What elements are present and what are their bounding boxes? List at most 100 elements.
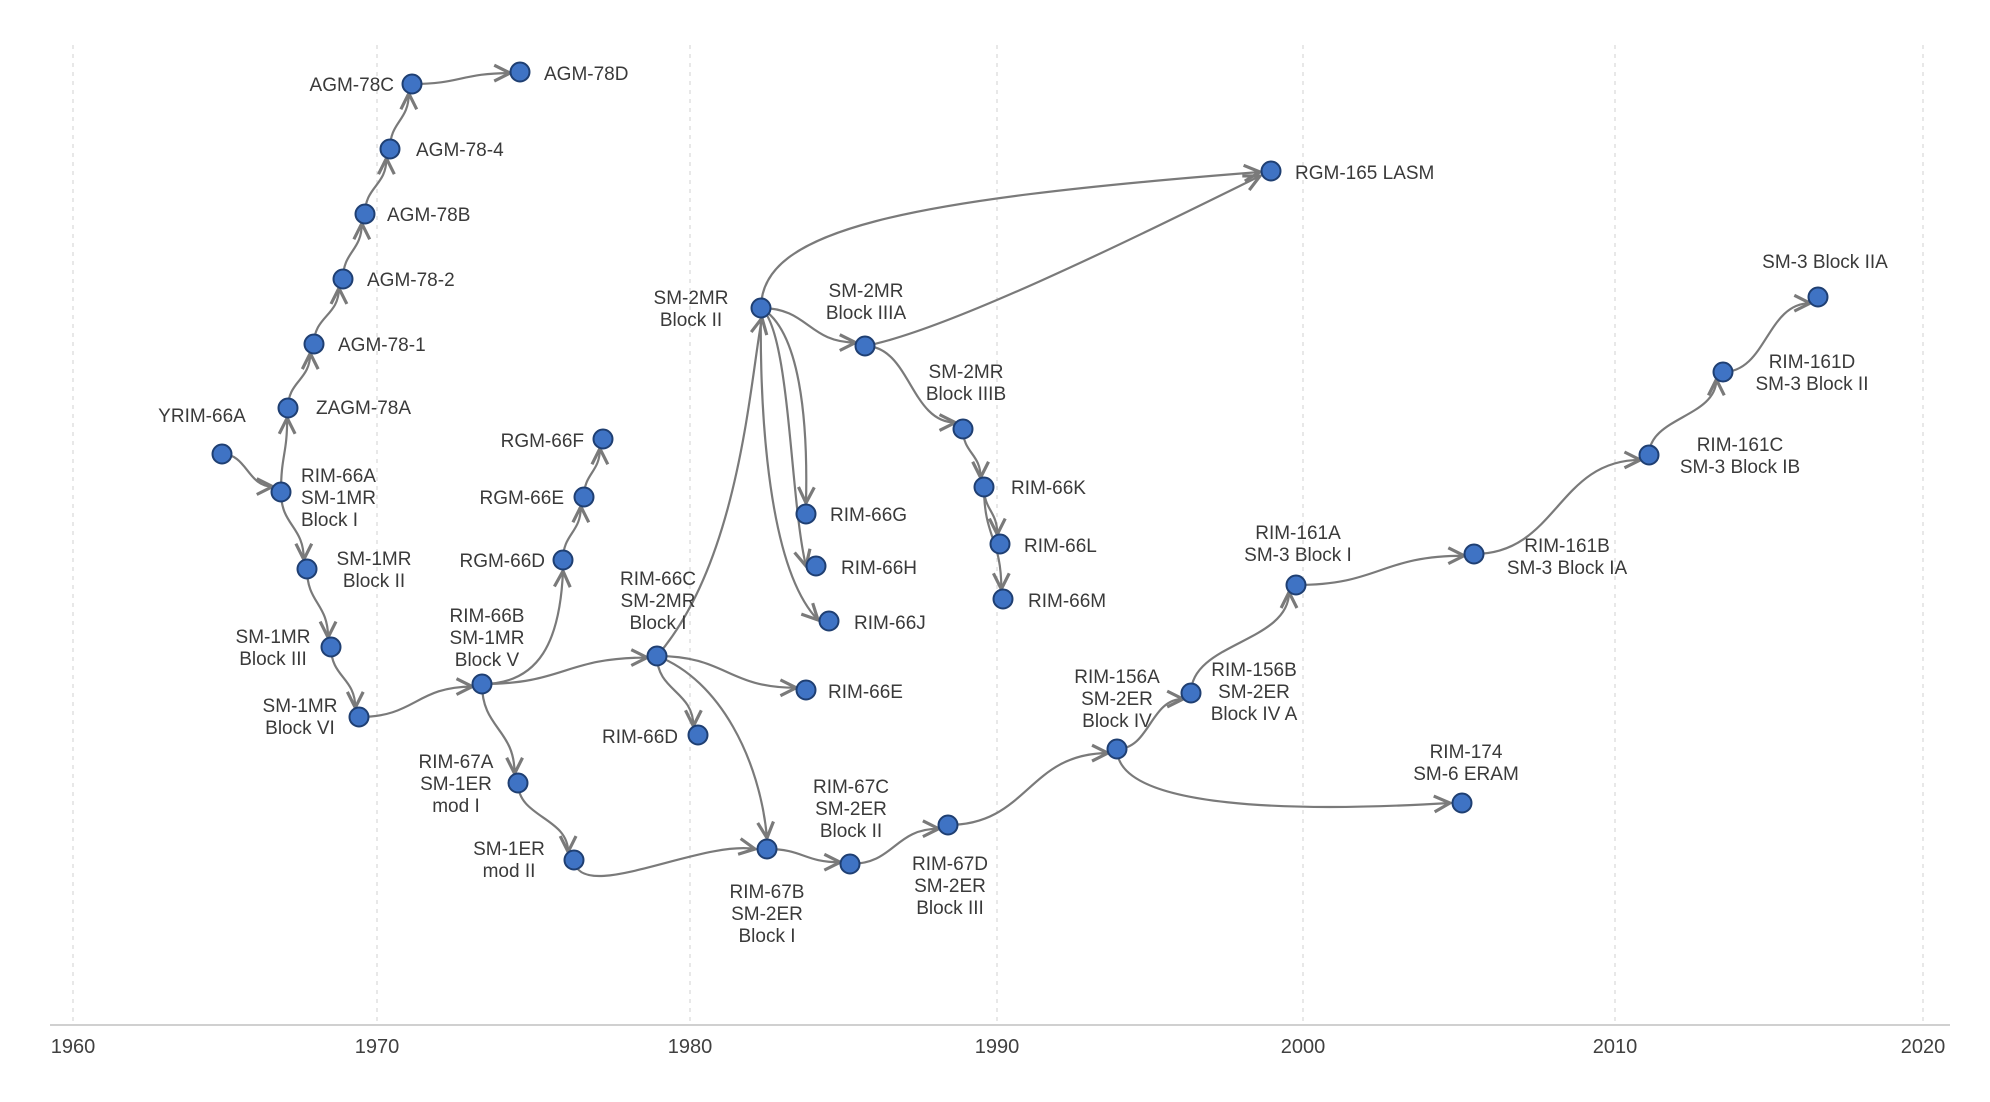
label-sm2mr2: SM-2MR Block II <box>654 288 729 331</box>
label-rim66c: RIM-66C SM-2MR Block I <box>620 569 696 634</box>
node-rim67d[interactable] <box>937 814 959 836</box>
node-zagm78a[interactable] <box>277 397 299 419</box>
edge-sm2mr2-sm2mr3a <box>760 306 856 343</box>
label-rim67c: RIM-67C SM-2ER Block II <box>813 777 889 842</box>
label-agm78c: AGM-78C <box>310 75 394 96</box>
label-rim66h: RIM-66H <box>841 558 917 579</box>
node-agm78b[interactable] <box>354 203 376 225</box>
missile-nodes <box>211 61 1829 875</box>
edge-rim66b-rgm66d <box>481 571 563 686</box>
edge-sm2mr2-rim66j <box>759 307 818 620</box>
edge-sm2mr3a-rgm165 <box>864 176 1260 348</box>
node-sm2mr2[interactable] <box>750 297 772 319</box>
tick-label-1980: 1980 <box>668 1036 713 1058</box>
label-agm78d: AGM-78D <box>544 64 628 85</box>
edge-rim161d-sm3b2a <box>1722 303 1810 374</box>
label-rim156b: RIM-156B SM-2ER Block IV A <box>1211 660 1298 725</box>
edge-rim66c-sm2mr2 <box>656 318 762 657</box>
tick-label-1990: 1990 <box>975 1036 1020 1058</box>
label-rim66j: RIM-66J <box>854 613 926 634</box>
edge-sm2mr2-rgm165 <box>759 172 1260 309</box>
node-rim66c[interactable] <box>646 645 668 667</box>
edge-rim156b-rim161a <box>1189 592 1289 694</box>
label-rgm165: RGM-165 LASM <box>1295 163 1434 184</box>
node-sm3b2a[interactable] <box>1807 286 1829 308</box>
label-sm2mr3a: SM-2MR Block IIIA <box>826 281 907 324</box>
label-rim66k: RIM-66K <box>1011 478 1086 499</box>
label-rim66l: RIM-66L <box>1024 536 1097 557</box>
node-agm78c[interactable] <box>401 73 423 95</box>
label-agm781: AGM-78-1 <box>338 335 426 356</box>
node-rim66d[interactable] <box>687 724 709 746</box>
label-agm784: AGM-78-4 <box>416 140 504 161</box>
node-sm2mr3a[interactable] <box>854 335 876 357</box>
node-rim161b[interactable] <box>1463 543 1485 565</box>
edge-sm2mr2-rim66g <box>760 307 806 503</box>
node-rgm66f[interactable] <box>592 428 614 450</box>
node-rim156a[interactable] <box>1106 738 1128 760</box>
tick-label-2000: 2000 <box>1281 1036 1326 1058</box>
label-agm78b: AGM-78B <box>387 205 470 226</box>
label-sm1er2: SM-1ER mod II <box>473 839 545 882</box>
label-rim174: RIM-174 SM-6 ERAM <box>1413 742 1519 785</box>
edge-sm2mr3a-sm2mr3b <box>864 344 955 423</box>
edge-rim67c-rim67d <box>849 829 939 866</box>
node-rim174[interactable] <box>1451 792 1473 814</box>
node-rim67a[interactable] <box>507 772 529 794</box>
edge-sm1er2-rim67b <box>572 848 755 878</box>
edge-rim156a-rim174 <box>1115 748 1450 807</box>
node-agm782[interactable] <box>332 268 354 290</box>
node-rgm66e[interactable] <box>573 486 595 508</box>
node-rim156b[interactable] <box>1180 682 1202 704</box>
node-rim66b[interactable] <box>471 673 493 695</box>
edge-rim161a-rim161b <box>1295 556 1464 587</box>
edge-rim66a-zagm78a <box>281 418 287 493</box>
label-rim161a: RIM-161A SM-3 Block I <box>1244 523 1352 566</box>
label-rim66m: RIM-66M <box>1028 591 1106 612</box>
node-rim66a[interactable] <box>270 481 292 503</box>
node-rim66k[interactable] <box>973 476 995 498</box>
edge-rim67d-rim156a <box>947 753 1108 827</box>
label-rim67a: RIM-67A SM-1ER mod I <box>419 752 494 817</box>
edge-rim66c-rim66d <box>655 655 693 726</box>
x-axis-ticks: 1960 1970 1980 1990 2000 2010 2020 <box>51 1036 1946 1058</box>
node-rgm165[interactable] <box>1260 160 1282 182</box>
edge-rim161b-rim161c <box>1473 460 1640 556</box>
label-yrim66a: YRIM-66A <box>158 406 246 427</box>
label-rim161c: RIM-161C SM-3 Block IB <box>1680 435 1800 478</box>
node-agm78d[interactable] <box>509 61 531 83</box>
edge-rim66b-rim67a <box>480 683 515 774</box>
node-rim161d[interactable] <box>1712 361 1734 383</box>
label-rim66d: RIM-66D <box>602 727 678 748</box>
edge-rim161c-rim161d <box>1647 379 1716 456</box>
node-rim161a[interactable] <box>1285 574 1307 596</box>
node-agm781[interactable] <box>303 333 325 355</box>
node-sm1mr2[interactable] <box>296 558 318 580</box>
node-rim66m[interactable] <box>992 588 1014 610</box>
label-rim67d: RIM-67D SM-2ER Block III <box>912 854 988 919</box>
label-rgm66f: RGM-66F <box>501 431 584 452</box>
node-rim67c[interactable] <box>839 853 861 875</box>
node-rgm66d[interactable] <box>552 549 574 571</box>
label-rim156a: RIM-156A SM-2ER Block IV <box>1074 667 1160 732</box>
node-agm784[interactable] <box>379 138 401 160</box>
tick-label-1960: 1960 <box>51 1036 96 1058</box>
label-rim161b: RIM-161B SM-3 Block IA <box>1507 536 1628 579</box>
missile-labels: YRIM-66A RIM-66A SM-1MR Block I ZAGM-78A AGM-… <box>158 64 1888 947</box>
node-sm1er2[interactable] <box>563 849 585 871</box>
node-rim66j[interactable] <box>818 610 840 632</box>
node-rim66g[interactable] <box>795 503 817 525</box>
node-rim66e[interactable] <box>795 679 817 701</box>
node-rim67b[interactable] <box>756 838 778 860</box>
edge-rim67b-rim67c <box>766 847 840 862</box>
node-sm2mr3b[interactable] <box>952 418 974 440</box>
label-rim67b: RIM-67B SM-2ER Block I <box>730 882 805 947</box>
node-rim66h[interactable] <box>805 555 827 577</box>
node-rim66l[interactable] <box>989 533 1011 555</box>
tick-label-2020: 2020 <box>1901 1036 1946 1058</box>
node-rim161c[interactable] <box>1638 444 1660 466</box>
node-sm1mr3[interactable] <box>320 636 342 658</box>
edge-rim66b-rim66c <box>481 658 647 686</box>
node-yrim66a[interactable] <box>211 443 233 465</box>
node-sm1mr6[interactable] <box>348 706 370 728</box>
